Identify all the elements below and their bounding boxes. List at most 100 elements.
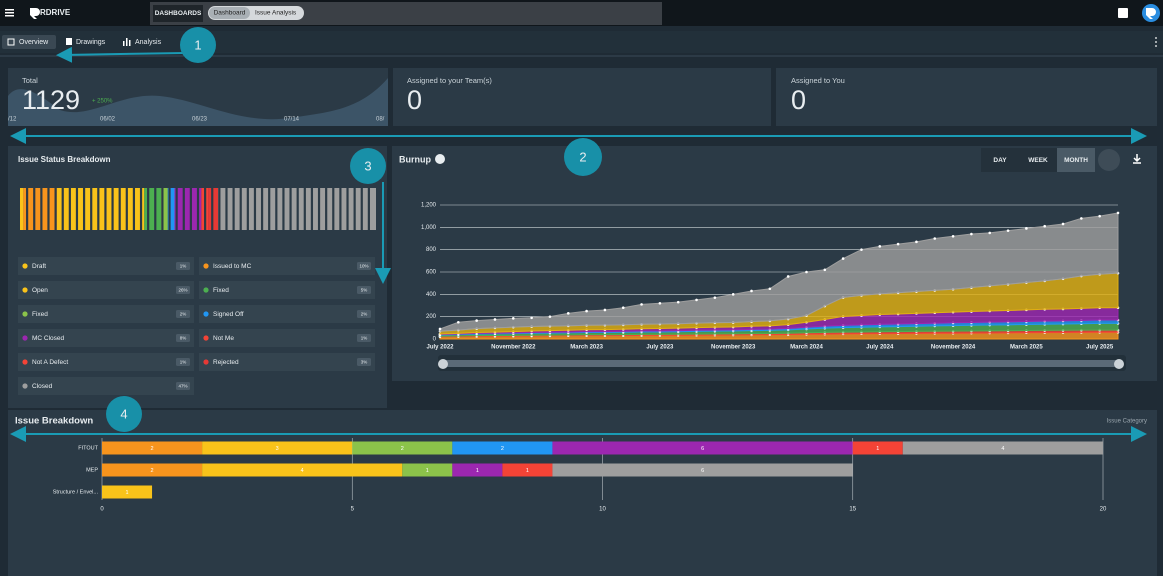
legend-value: 1% xyxy=(180,264,187,269)
point xyxy=(750,289,753,293)
logo-icon xyxy=(30,8,40,19)
range-button[interactable]: MONTH xyxy=(1064,157,1088,164)
breadcrumb-pill-inner xyxy=(209,7,250,19)
bar-label: 4 xyxy=(301,468,304,474)
download-icon[interactable] xyxy=(1133,154,1141,164)
menu-icon[interactable] xyxy=(5,9,14,17)
status-segment xyxy=(144,188,162,230)
date-label: 08/ xyxy=(376,117,385,123)
breadcrumb[interactable]: Dashboard xyxy=(214,10,246,17)
card-value: 1129 xyxy=(22,85,80,115)
bar-segment xyxy=(552,441,853,455)
card xyxy=(776,68,1157,126)
panel-title: Issue Status Breakdown xyxy=(18,155,111,164)
legend-item xyxy=(199,305,375,323)
sparkline xyxy=(8,78,388,126)
card xyxy=(393,68,771,126)
card-label: Assigned to your Team(s) xyxy=(407,76,492,85)
bar-segment xyxy=(902,441,1103,455)
legend-dot xyxy=(22,383,28,389)
callout-number: 1 xyxy=(194,37,201,52)
legend-name: Fixed xyxy=(213,287,229,294)
refresh-button[interactable] xyxy=(1098,149,1120,171)
y-tick-label: 0 xyxy=(433,337,437,343)
range-active xyxy=(1057,148,1095,172)
point xyxy=(951,234,955,238)
tab[interactable]: Overview xyxy=(19,39,49,46)
x-tick-label: November 2024 xyxy=(931,345,976,351)
point xyxy=(493,318,497,321)
active-tab xyxy=(2,35,56,49)
status-segment xyxy=(201,188,205,230)
date-label: /12 xyxy=(8,117,17,123)
slider-handle[interactable] xyxy=(1114,359,1124,369)
legend-name: MC Closed xyxy=(32,335,65,342)
bar-label: 1 xyxy=(476,468,479,474)
point xyxy=(1098,214,1101,218)
callout-number: 4 xyxy=(120,406,127,421)
y-tick-label: FITOUT xyxy=(78,445,98,451)
subnav xyxy=(0,31,1163,53)
legend-name: Not Me xyxy=(213,335,234,342)
status-segment xyxy=(204,188,209,230)
point xyxy=(676,300,680,304)
legend-item xyxy=(18,353,194,371)
info-icon[interactable] xyxy=(435,154,445,164)
x-tick-label: July 2023 xyxy=(646,345,674,351)
tab[interactable]: Drawings xyxy=(76,39,106,46)
x-tick-label: 5 xyxy=(351,507,355,513)
point xyxy=(1025,227,1028,230)
status-segment xyxy=(167,188,175,230)
bar-segment xyxy=(502,463,553,477)
y-tick-label: 400 xyxy=(426,292,437,298)
point xyxy=(1006,229,1010,232)
bar-segment xyxy=(102,485,153,499)
card-value: 0 xyxy=(407,85,422,115)
legend-badge xyxy=(176,262,190,270)
callout xyxy=(564,138,602,176)
panel-title: Issue Breakdown xyxy=(15,416,93,427)
tab-icon xyxy=(66,38,72,45)
point xyxy=(768,287,772,291)
callout-arrows xyxy=(10,46,1147,442)
slider-handle[interactable] xyxy=(438,359,448,369)
bar-segment xyxy=(102,463,203,477)
legend-name: Draft xyxy=(32,263,46,270)
card-value: 0 xyxy=(791,85,806,115)
y-tick-label: 600 xyxy=(426,270,437,276)
x-tick-label: March 2023 xyxy=(570,345,603,351)
more-icon[interactable] xyxy=(1155,37,1157,47)
section-tab[interactable] xyxy=(153,5,203,22)
status-segment xyxy=(161,188,168,230)
tab[interactable]: Analysis xyxy=(135,39,162,46)
bar-label: 1 xyxy=(426,468,429,474)
y-tick-label: MEP xyxy=(86,467,98,473)
bar-segment xyxy=(452,441,553,455)
bar-label: 2 xyxy=(501,446,504,452)
help-icon[interactable] xyxy=(1118,8,1128,18)
point xyxy=(823,268,827,272)
legend-name: Signed Off xyxy=(213,311,244,318)
card-change: + 250% xyxy=(92,99,113,105)
legend-name: Issued to MC xyxy=(213,263,252,270)
y-tick-label: 200 xyxy=(426,314,437,320)
date-label: 06/02 xyxy=(100,117,116,123)
range-button[interactable]: DAY xyxy=(993,157,1007,164)
range-button[interactable]: WEEK xyxy=(1028,157,1048,164)
bar-segment xyxy=(102,441,203,455)
callout-number: 3 xyxy=(364,158,371,173)
legend-badge xyxy=(176,310,190,318)
point xyxy=(805,270,808,274)
bar-segment xyxy=(202,463,403,477)
legend-value: 47% xyxy=(178,384,187,389)
legend-value: 10% xyxy=(359,264,368,269)
legend-name: Closed xyxy=(32,383,53,390)
legend-item xyxy=(199,353,375,371)
bar-label: 2 xyxy=(151,446,154,452)
bar-label: 2 xyxy=(401,446,404,452)
point xyxy=(1116,211,1120,215)
bar-label: 4 xyxy=(1001,446,1004,452)
breadcrumb[interactable]: Issue Analysis xyxy=(255,10,297,17)
status-segment xyxy=(174,188,202,230)
y-tick-label: 800 xyxy=(426,247,437,253)
